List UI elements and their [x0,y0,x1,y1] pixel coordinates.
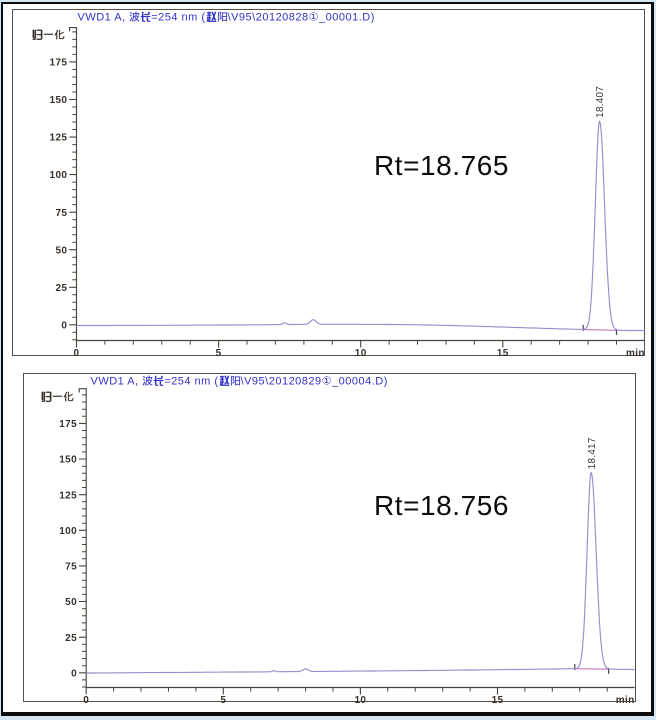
header-datafile-text: \V95\20120829 [240,375,322,388]
chromatogram-panel-1 [11,8,645,356]
header-circled-one: ① [308,11,320,24]
retention-time-annotation-1: Rt=18.765 [374,149,509,181]
cjk-glyph [217,12,227,22]
chromatogram-panel-2 [23,372,636,702]
cjk-glyph [219,375,229,386]
retention-time-annotation-2: Rt=18.756 [374,490,509,522]
header-instrument-text: VWD1 A, [90,375,143,388]
cjk-glyph [142,374,153,386]
cjk-operator-glyphs [206,11,228,24]
cjk-glyph [129,11,140,22]
cjk-wavelength-glyphs [129,11,151,24]
header-wavelength-text: =254 nm ( [164,375,219,388]
cjk-glyph [43,33,54,35]
signal-header-1: VWD1 A, =254 nm ( \V95\20120828①_00001.D) [78,11,375,24]
cjk-glyph [41,391,52,402]
cjk-glyph [206,11,216,22]
cjk-glyph [230,375,240,386]
cjk-glyph [54,29,65,40]
cjk-operator-glyphs [219,375,241,388]
cjk-glyph [140,11,151,22]
y-axis-label-normalized-1 [32,26,65,44]
cjk-wavelength-glyphs [142,374,164,388]
header-datafile-text: \V95\20120828 [227,11,309,24]
signal-header-2: VWD1 A, =254 nm ( \V95\20120829①_00004.D) [90,374,388,388]
header-circled-one: ① [321,375,333,388]
cjk-glyph [52,395,63,397]
header-wavelength-text: =254 nm ( [151,11,206,24]
y-axis-label-normalized-2 [41,388,74,406]
header-datafile-tail: _00001.D) [319,11,375,24]
cjk-glyph [32,29,43,41]
cjk-glyph [63,391,74,402]
cjk-glyph [153,375,164,386]
header-datafile-tail: _00004.D) [332,375,388,388]
header-instrument-text: VWD1 A, [77,11,130,24]
